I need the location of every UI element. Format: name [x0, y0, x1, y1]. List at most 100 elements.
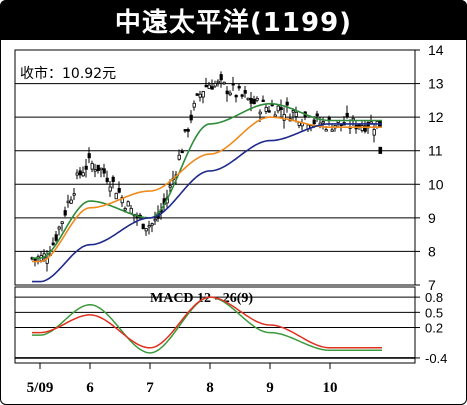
macd-y-ticks: 0.80.50.2 -0.4 — [415, 290, 447, 366]
candle-body — [51, 242, 55, 245]
macd-y-tick-label: 0.8 — [425, 290, 443, 305]
macd-title: MACD 12 - 26(9) — [150, 291, 253, 306]
price-panel: 14 13 12 11 10 9 8 7 收市：10.92元 — [14, 42, 444, 293]
price-y-tick-label: 9 — [428, 210, 436, 226]
candle-body — [126, 201, 130, 207]
candle-body — [315, 113, 319, 117]
candle-body — [198, 93, 202, 98]
price-y-tick-label: 8 — [428, 243, 436, 259]
candle-body — [294, 111, 298, 117]
candle-body — [210, 86, 214, 90]
candle-body — [240, 94, 244, 97]
candle-body — [360, 125, 364, 131]
x-tick-label: 8 — [206, 380, 214, 396]
chart-title: 中遠太平洋(1199) — [114, 7, 353, 38]
candle-body — [117, 188, 121, 193]
candle-body — [69, 199, 73, 204]
candle-body — [87, 153, 91, 159]
candle-body — [33, 258, 37, 261]
candle-body — [63, 210, 67, 216]
macd-y-tick-label: 0.2 — [425, 321, 443, 336]
macd-panel: MACD 12 - 26(9) 0.80.50.2 -0.4 — [14, 286, 447, 366]
candle-body — [282, 114, 286, 121]
ma-mid-line — [32, 116, 382, 263]
candle-body — [168, 185, 172, 188]
candle-body — [285, 101, 289, 106]
candle-body — [177, 154, 181, 160]
candle-body — [96, 164, 100, 172]
candle-body — [264, 106, 268, 112]
candle-body — [183, 129, 187, 132]
candle-body — [327, 116, 331, 121]
candle-body — [111, 176, 115, 182]
candle-body — [225, 90, 229, 95]
candle-body — [72, 193, 76, 196]
x-ticks: 5/09 6 7 8 9 10 — [27, 363, 338, 396]
candle-body — [207, 84, 211, 89]
candle-body-last — [378, 146, 383, 154]
candle-body — [279, 107, 283, 110]
x-tick-label: 7 — [146, 380, 154, 396]
x-tick-label: 5/09 — [27, 380, 54, 396]
candle-body — [192, 102, 196, 108]
candle-body — [102, 168, 106, 174]
candle-body — [219, 74, 223, 81]
candle-body — [81, 172, 85, 177]
price-y-tick-label: 7 — [428, 277, 436, 293]
x-tick-label: 6 — [86, 380, 94, 396]
candle-body — [291, 110, 295, 113]
candle-body — [75, 172, 79, 176]
ma-long-line — [32, 123, 382, 283]
candle-body — [363, 125, 367, 132]
x-tick-label: 10 — [323, 380, 338, 396]
macd-signal-line — [32, 296, 382, 349]
candle-body — [258, 111, 262, 115]
candle-body — [150, 223, 154, 226]
candle-body — [54, 234, 58, 241]
price-plot-border — [14, 49, 416, 286]
candle-body — [201, 91, 205, 98]
price-y-tick-label: 12 — [428, 109, 444, 125]
price-y-ticks: 14 13 12 11 10 9 8 7 — [415, 42, 444, 293]
candle-body — [249, 97, 253, 104]
candle-body — [78, 170, 82, 176]
price-y-tick-label: 13 — [428, 76, 444, 92]
candle-body — [246, 97, 250, 101]
candle-body — [312, 119, 316, 125]
candle-body — [120, 197, 124, 204]
candle-body — [195, 93, 199, 96]
candle-body — [144, 228, 148, 232]
candle-body — [93, 169, 97, 172]
candle-body — [57, 226, 61, 230]
candle-body — [213, 83, 217, 87]
price-grid — [15, 83, 415, 252]
candle-body — [99, 167, 103, 171]
candle-body — [345, 112, 349, 118]
candle-body — [324, 129, 328, 132]
candle-body — [147, 225, 151, 228]
candle-body — [114, 192, 118, 200]
candle-body — [123, 208, 127, 211]
price-y-tick-label: 14 — [428, 42, 444, 58]
candle-body — [153, 218, 157, 222]
price-y-tick-label: 10 — [428, 176, 444, 192]
candle-body — [204, 85, 208, 88]
macd-grid — [15, 296, 415, 359]
candle-body — [84, 165, 88, 170]
ma-short-line — [32, 102, 382, 259]
x-tick-label: 9 — [266, 380, 274, 396]
candle-body — [222, 81, 226, 85]
candle-body — [90, 163, 94, 170]
candle-body — [66, 200, 70, 204]
candle-body — [252, 99, 256, 105]
title-banner: 中遠太平洋(1199) — [0, 0, 467, 40]
candle-body — [351, 117, 355, 121]
candle-body — [267, 110, 271, 113]
macd-plot-border — [14, 286, 416, 364]
candle-body — [255, 97, 259, 101]
macd-lines — [32, 296, 382, 354]
candle-body — [186, 129, 190, 132]
candle-body — [228, 92, 232, 96]
